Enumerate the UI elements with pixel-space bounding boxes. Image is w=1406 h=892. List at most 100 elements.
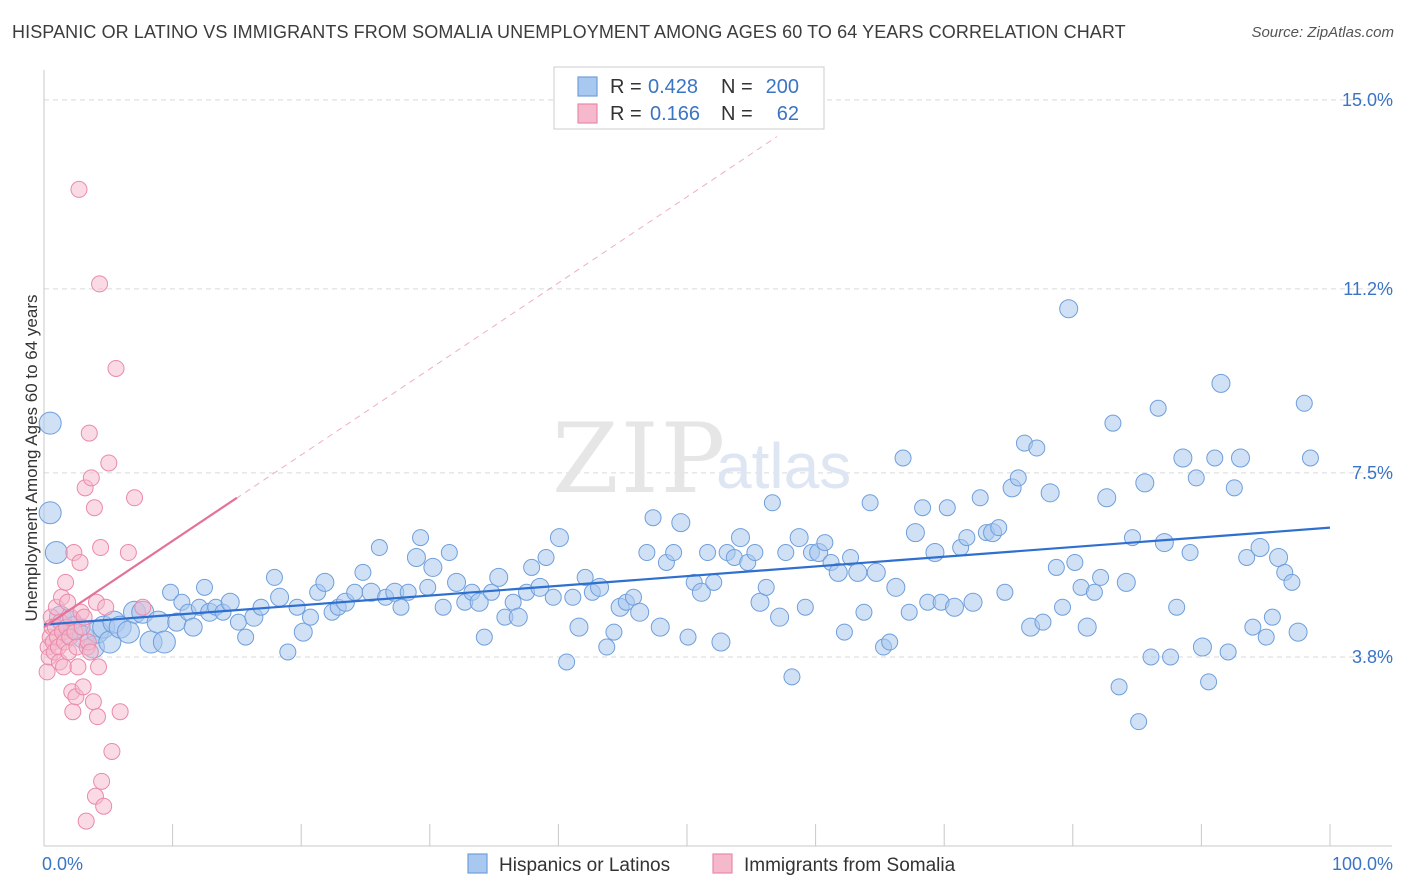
y-axis-label: Unemployment Among Ages 60 to 64 years xyxy=(22,295,41,622)
data-point-hispanics xyxy=(1250,538,1270,558)
data-point-hispanics xyxy=(1211,373,1231,393)
data-point-hispanics xyxy=(861,494,879,512)
data-point-hispanics xyxy=(828,562,848,582)
data-point-somalia xyxy=(91,275,109,293)
data-point-hispanics xyxy=(315,572,335,592)
data-point-hispanics xyxy=(1200,673,1218,691)
data-point-hispanics xyxy=(469,592,489,612)
data-point-somalia xyxy=(80,424,98,442)
data-point-hispanics xyxy=(288,598,306,616)
y-tick-label: 11.2% xyxy=(1343,279,1393,299)
data-point-somalia xyxy=(119,544,137,562)
data-point-hispanics xyxy=(900,603,918,621)
y-tick-label: 7.5% xyxy=(1352,463,1393,483)
bottom-legend-label-blue: Hispanics or Latinos xyxy=(499,855,670,876)
data-point-hispanics xyxy=(237,628,255,646)
data-point-hispanics xyxy=(447,572,467,592)
data-point-hispanics xyxy=(162,583,180,601)
data-point-hispanics xyxy=(434,598,452,616)
legend-r-label-1: R = xyxy=(610,76,642,98)
chart-title: HISPANIC OR LATINO VS IMMIGRANTS FROM SO… xyxy=(12,22,1126,42)
data-point-hispanics xyxy=(220,592,240,612)
data-point-hispanics xyxy=(576,568,594,586)
data-point-hispanics xyxy=(38,411,62,435)
data-point-hispanics xyxy=(1097,488,1117,508)
data-point-hispanics xyxy=(866,562,886,582)
legend-swatch-blue xyxy=(577,76,598,97)
data-point-hispanics xyxy=(1168,598,1186,616)
bottom-legend: Hispanics or Latinos Immigrants from Som… xyxy=(467,853,956,876)
data-point-hispanics xyxy=(475,628,493,646)
data-point-hispanics xyxy=(270,587,290,607)
data-point-somalia xyxy=(93,772,111,790)
data-point-hispanics xyxy=(265,568,283,586)
data-point-somalia xyxy=(103,742,121,760)
data-point-hispanics xyxy=(195,578,213,596)
x-tick-label-min: 0.0% xyxy=(42,854,83,874)
data-point-somalia xyxy=(55,658,73,676)
bottom-legend-swatch-blue xyxy=(467,853,488,874)
data-point-hispanics xyxy=(750,592,770,612)
data-point-hispanics xyxy=(152,630,176,654)
data-point-hispanics xyxy=(598,638,616,656)
data-point-somalia xyxy=(90,658,108,676)
data-point-hispanics xyxy=(914,499,932,517)
data-point-somalia xyxy=(57,573,75,591)
data-point-hispanics xyxy=(354,563,372,581)
data-point-hispanics xyxy=(183,617,203,637)
data-point-hispanics xyxy=(116,620,140,644)
data-point-hispanics xyxy=(938,499,956,517)
data-point-hispanics xyxy=(392,598,410,616)
data-point-hispanics xyxy=(346,583,364,601)
data-point-somalia xyxy=(82,469,100,487)
legend-n-label-1: N = xyxy=(721,76,753,98)
data-point-hispanics xyxy=(705,573,723,591)
data-point-hispanics xyxy=(1206,449,1224,467)
data-point-hispanics xyxy=(996,583,1014,601)
data-point-hispanics xyxy=(1263,608,1281,626)
data-point-hispanics xyxy=(229,613,247,631)
data-point-hispanics xyxy=(679,628,697,646)
data-point-hispanics xyxy=(963,592,983,612)
data-point-somalia xyxy=(64,703,82,721)
data-point-hispanics xyxy=(1142,648,1160,666)
data-point-hispanics xyxy=(881,633,899,651)
data-point-hispanics xyxy=(279,643,297,661)
legend-box: R = 0.428 N = 200 R = 0.166 N = 62 xyxy=(553,66,825,130)
data-point-hispanics xyxy=(1066,553,1084,571)
legend-r-value-2: 0.166 xyxy=(650,103,700,125)
data-point-hispanics xyxy=(1040,483,1060,503)
data-point-hispanics xyxy=(605,623,623,641)
data-point-somalia xyxy=(92,539,110,557)
data-point-somalia xyxy=(74,678,92,696)
data-point-hispanics xyxy=(293,622,313,642)
data-point-hispanics xyxy=(1092,568,1110,586)
data-point-hispanics xyxy=(370,539,388,557)
data-point-hispanics xyxy=(1028,439,1046,457)
data-point-hispanics xyxy=(1034,613,1052,631)
data-point-somalia xyxy=(84,693,102,711)
data-point-hispanics xyxy=(1054,598,1072,616)
data-point-hispanics xyxy=(558,653,576,671)
data-point-hispanics xyxy=(757,578,775,596)
legend-frame xyxy=(553,66,825,130)
data-point-somalia xyxy=(77,812,95,830)
data-point-hispanics xyxy=(730,528,750,548)
data-point-hispanics xyxy=(1085,583,1103,601)
data-point-hispanics xyxy=(835,623,853,641)
data-point-hispanics xyxy=(796,598,814,616)
data-point-hispanics xyxy=(419,578,437,596)
data-point-hispanics xyxy=(711,632,731,652)
data-point-hispanics xyxy=(894,449,912,467)
data-point-hispanics xyxy=(549,528,569,548)
data-point-hispanics xyxy=(770,607,790,627)
data-point-hispanics xyxy=(564,588,582,606)
legend-n-value-1: 200 xyxy=(766,76,799,98)
data-point-hispanics xyxy=(412,529,430,547)
chart-source: Source: ZipAtlas.com xyxy=(1251,24,1394,41)
legend-swatch-pink xyxy=(577,103,598,124)
trend-lines xyxy=(43,136,1331,629)
data-point-somalia xyxy=(134,598,152,616)
watermark: ZIP atlas xyxy=(552,403,851,515)
data-point-hispanics xyxy=(777,544,795,562)
